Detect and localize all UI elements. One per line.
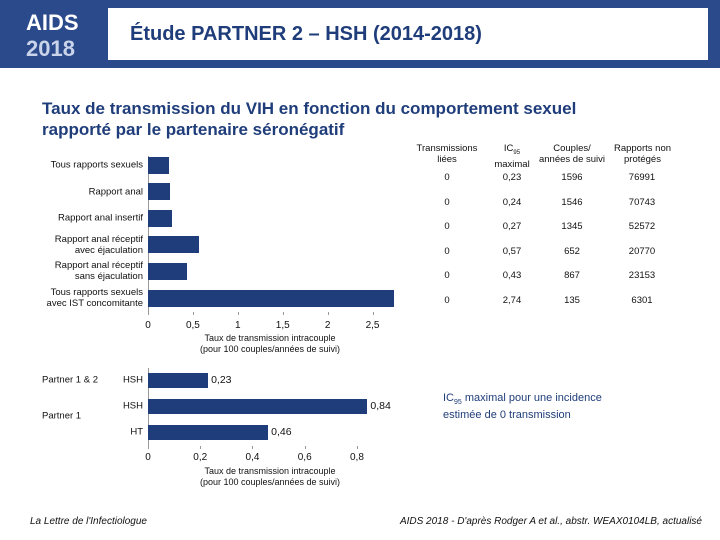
category-label: Rapport anal réceptif avec éjaculation xyxy=(54,233,143,256)
logo-top: AIDS xyxy=(26,10,79,35)
table-cell: 0 xyxy=(444,172,450,183)
x-tick-label: 1,5 xyxy=(275,320,290,331)
table-cell: 1546 xyxy=(561,196,583,208)
x-tick-label: 0,8 xyxy=(349,452,364,463)
x-tick xyxy=(304,446,306,449)
heading: Taux de transmission du VIH en fonction … xyxy=(42,99,577,139)
slide-title: Étude PARTNER 2 – HSH (2014-2018) xyxy=(130,23,482,45)
x-tick xyxy=(148,312,149,315)
category-label: HSH xyxy=(122,374,143,386)
table-cell: 867 xyxy=(564,270,580,281)
x-tick-label: 0,4 xyxy=(245,452,260,463)
table-cell: 76991 xyxy=(628,172,656,183)
x-tick-label: 2 xyxy=(324,320,331,331)
x-tick-label: 0 xyxy=(145,320,151,331)
x-tick-label: 1 xyxy=(235,320,241,331)
x-tick xyxy=(356,446,358,449)
title-box xyxy=(108,8,708,60)
table-cell: 135 xyxy=(564,294,580,306)
note-text: IC xyxy=(443,392,454,404)
bar xyxy=(148,156,169,174)
table-cell: 20770 xyxy=(628,245,656,257)
logo-bottom: 2018 xyxy=(26,36,75,61)
category-label: Rapport anal xyxy=(88,186,143,198)
bar xyxy=(148,209,173,227)
x-tick xyxy=(372,312,374,315)
table-cell: 0,57 xyxy=(502,245,522,257)
x-tick xyxy=(237,312,239,315)
bar xyxy=(148,372,209,388)
x-tick-label: 0,2 xyxy=(193,452,208,463)
table-cell: 0 xyxy=(444,270,450,281)
value-label: 0,84 xyxy=(370,400,391,412)
bar xyxy=(148,262,187,280)
table-cell: 652 xyxy=(564,245,580,257)
bar xyxy=(148,289,395,307)
category-label: Tous rapports sexuels xyxy=(50,159,143,171)
table-cell: 2,74 xyxy=(502,294,522,306)
table-header: Couples/ années de suivi xyxy=(538,143,606,165)
table-cell: 6301 xyxy=(631,294,653,306)
value-label: 0,23 xyxy=(211,374,232,386)
table-header: IC95 maximal xyxy=(482,143,542,170)
table-cell: 0 xyxy=(444,245,450,257)
category-label: Rapport anal insertif xyxy=(57,212,143,224)
table-cell: 0,27 xyxy=(502,221,522,232)
x-tick xyxy=(200,446,202,449)
table-header-text: IC xyxy=(503,143,514,154)
table-cell: 23153 xyxy=(628,270,656,281)
table-cell: 0,43 xyxy=(502,270,522,281)
table-cell: 70743 xyxy=(628,196,656,208)
table-cell: 1596 xyxy=(561,172,583,183)
x-tick xyxy=(148,446,149,449)
x-tick-label: 0,5 xyxy=(185,320,200,331)
x-axis-label: Taux de transmission intracouple (pour 1… xyxy=(199,333,341,354)
bar xyxy=(148,236,200,254)
table-header: Transmissions liées xyxy=(416,143,478,165)
category-label: Rapport anal réceptif sans éjaculation xyxy=(54,260,143,283)
x-tick xyxy=(327,312,329,315)
x-tick xyxy=(192,312,194,315)
group-label: Partner 1 & 2 xyxy=(42,374,98,386)
x-tick-label: 0,6 xyxy=(297,452,312,463)
bar xyxy=(148,183,170,201)
table-cell: 0,23 xyxy=(502,172,522,183)
table-cell: 1345 xyxy=(561,221,583,232)
note-sub: 95 xyxy=(454,399,462,407)
footer-left: La Lettre de l'Infectiologue xyxy=(30,516,147,527)
group-label: Partner 1 xyxy=(42,410,82,422)
table-cell: 0 xyxy=(444,294,450,306)
x-axis-label: Taux de transmission intracouple (pour 1… xyxy=(199,466,341,487)
table-cell: 0 xyxy=(444,196,450,208)
table-header: Rapports non protégés xyxy=(613,143,672,165)
bar xyxy=(148,398,368,414)
note-text: maximal pour une incidence estimée de 0 … xyxy=(443,392,602,422)
note: IC95 maximal pour une incidence estimée … xyxy=(443,392,602,422)
value-label: 0,46 xyxy=(271,426,292,438)
table-header-sub: 95 xyxy=(513,149,521,156)
table-header-text: maximal xyxy=(494,158,530,170)
table-cell: 52572 xyxy=(628,221,656,232)
table-cell: 0,24 xyxy=(502,196,522,208)
x-tick xyxy=(252,446,254,449)
category-label: HT xyxy=(130,426,143,438)
x-tick xyxy=(282,312,284,315)
x-tick-label: 2,5 xyxy=(365,320,380,331)
footer-right: AIDS 2018 - D'après Rodger A et al., abs… xyxy=(399,516,702,527)
category-label: HSH xyxy=(122,400,143,412)
axis-line xyxy=(148,156,149,312)
table-cell: 0 xyxy=(444,221,450,232)
bar xyxy=(148,424,269,440)
x-tick-label: 0 xyxy=(145,452,151,463)
category-label: Tous rapports sexuels avec IST concomita… xyxy=(46,287,143,309)
